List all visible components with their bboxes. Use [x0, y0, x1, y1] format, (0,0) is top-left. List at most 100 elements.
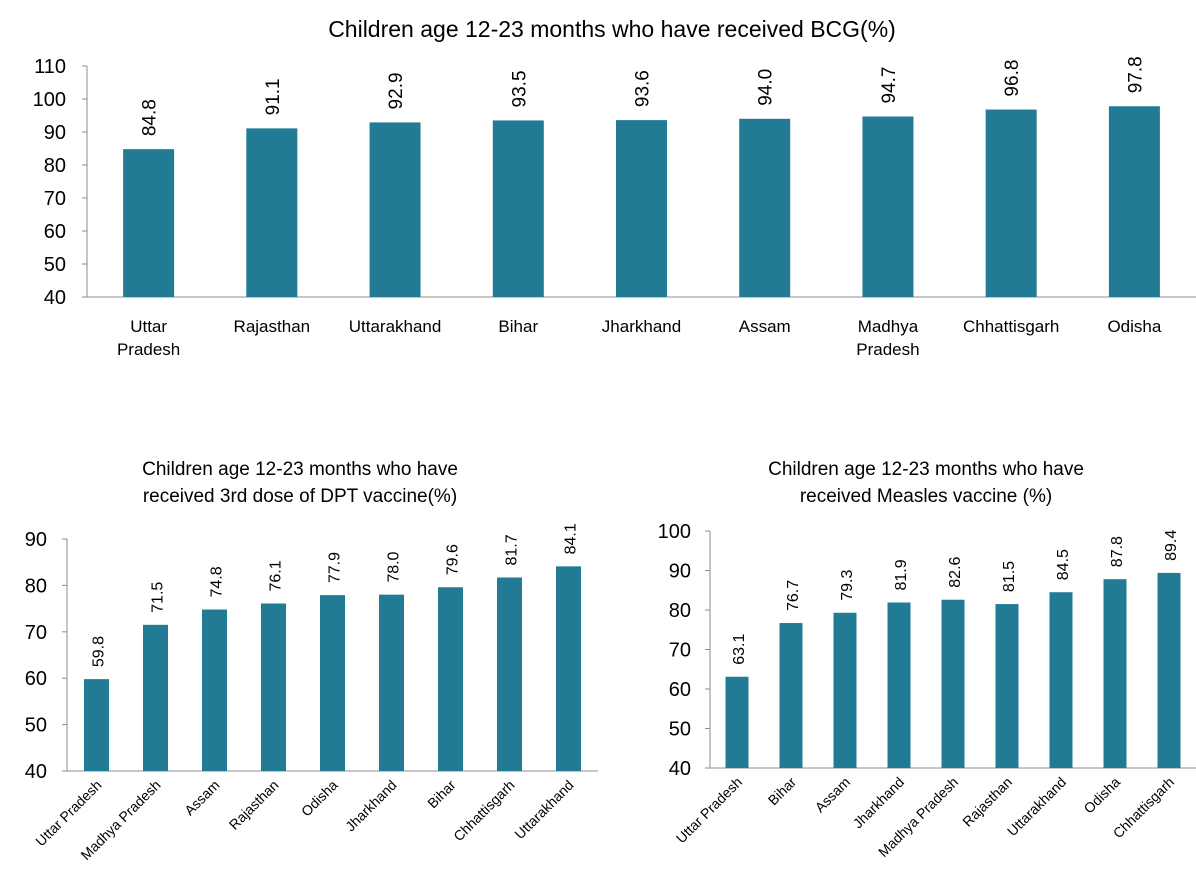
- chart-3: Children age 12-23 months who have receiv…: [658, 459, 1196, 860]
- data-label: 81.9: [893, 559, 910, 590]
- bar: [438, 587, 463, 771]
- y-tick-label: 80: [669, 600, 691, 622]
- y-tick-label: 70: [669, 640, 691, 662]
- data-label: 77.9: [327, 552, 344, 583]
- y-tick-label: 40: [44, 287, 66, 309]
- y-tick-label: 60: [25, 668, 47, 690]
- chart-2: Children age 12-23 months who have receiv…: [25, 459, 598, 863]
- data-label: 59.8: [91, 636, 108, 667]
- y-tick-label: 80: [44, 155, 66, 177]
- category-label: Uttarakhand: [1004, 774, 1069, 839]
- y-tick-label: 60: [669, 679, 691, 701]
- bar: [887, 602, 911, 768]
- bar: [123, 149, 175, 297]
- category-label: Madhya: [858, 317, 919, 336]
- data-label: 76.1: [268, 560, 285, 591]
- data-label: 93.6: [633, 70, 654, 107]
- y-tick-label: 60: [44, 221, 66, 243]
- data-label: 79.3: [839, 570, 856, 601]
- bar: [995, 604, 1019, 768]
- bar: [616, 120, 667, 298]
- data-label: 78.0: [386, 551, 403, 582]
- category-label: Rajasthan: [226, 777, 282, 833]
- category-label: Bihar: [424, 777, 459, 812]
- bar: [492, 120, 544, 297]
- bar: [1103, 579, 1127, 768]
- category-label: Uttarakhand: [349, 317, 442, 336]
- y-tick-label: 70: [44, 188, 66, 210]
- data-label: 92.9: [386, 72, 407, 109]
- bar: [497, 577, 522, 771]
- bar: [739, 118, 791, 297]
- bar: [369, 122, 421, 298]
- bar: [1108, 106, 1160, 297]
- data-label: 94.0: [756, 69, 777, 106]
- chart-title: Children age 12-23 months who have recei…: [328, 16, 896, 42]
- data-label: 94.7: [879, 67, 900, 104]
- bar: [779, 623, 803, 768]
- bar: [1049, 592, 1073, 768]
- category-label: Odisha: [1080, 774, 1123, 817]
- y-tick-label: 90: [25, 529, 47, 551]
- y-tick-label: 40: [25, 761, 47, 783]
- bar: [556, 566, 581, 771]
- data-label: 93.5: [509, 70, 530, 107]
- category-label: Pradesh: [856, 340, 919, 359]
- data-label: 87.8: [1109, 536, 1126, 567]
- category-label: Assam: [739, 317, 791, 336]
- category-label: Pradesh: [117, 340, 180, 359]
- category-label: Jharkhand: [342, 777, 400, 835]
- category-label: Rajasthan: [959, 774, 1015, 830]
- bar: [202, 609, 227, 771]
- data-label: 71.5: [150, 582, 167, 613]
- y-tick-label: 70: [25, 622, 47, 644]
- category-label: Uttarakhand: [511, 777, 576, 842]
- chart-title-line: received 3rd dose of DPT vaccine(%): [143, 486, 457, 507]
- category-label: Jharkhand: [850, 774, 908, 832]
- data-label: 81.7: [504, 534, 521, 565]
- bar: [84, 679, 109, 771]
- bar: [1157, 572, 1181, 768]
- data-label: 96.8: [1002, 60, 1023, 97]
- category-label: Jharkhand: [602, 317, 681, 336]
- data-label: 63.1: [731, 634, 748, 665]
- bar: [941, 599, 965, 768]
- bar: [862, 116, 914, 298]
- bar: [246, 128, 298, 297]
- data-label: 79.6: [445, 544, 462, 575]
- category-label: Uttar Pradesh: [673, 774, 745, 846]
- category-label: Chhattisgarh: [963, 317, 1059, 336]
- chart-title-line: received Measles vaccine (%): [800, 486, 1052, 507]
- y-tick-label: 90: [669, 561, 691, 583]
- category-label: Bihar: [765, 774, 800, 809]
- category-label: Odisha: [1107, 317, 1161, 336]
- y-tick-label: 50: [669, 719, 691, 741]
- category-label: Assam: [181, 777, 223, 819]
- bar: [143, 624, 168, 771]
- data-label: 91.1: [263, 78, 284, 115]
- y-tick-label: 50: [25, 715, 47, 737]
- data-label: 84.5: [1055, 549, 1072, 580]
- bar: [261, 603, 286, 771]
- category-label: Uttar: [130, 317, 167, 336]
- bar: [379, 594, 404, 771]
- bar: [725, 676, 749, 768]
- data-label: 81.5: [1001, 561, 1018, 592]
- data-label: 84.1: [563, 523, 580, 554]
- y-tick-label: 40: [669, 758, 691, 780]
- category-label: Chhattisgarh: [450, 777, 517, 844]
- data-label: 89.4: [1163, 530, 1180, 561]
- data-label: 97.8: [1125, 56, 1146, 93]
- y-tick-label: 50: [44, 254, 66, 276]
- y-tick-label: 110: [34, 56, 66, 78]
- y-tick-label: 80: [25, 575, 47, 597]
- category-label: Bihar: [498, 317, 538, 336]
- y-tick-label: 100: [33, 89, 66, 111]
- bar: [833, 612, 857, 768]
- bar: [985, 109, 1037, 297]
- data-label: 74.8: [209, 566, 226, 597]
- category-label: Odisha: [298, 777, 341, 820]
- chart-title-line: Children age 12-23 months who have: [768, 459, 1084, 480]
- category-label: Rajasthan: [234, 317, 311, 336]
